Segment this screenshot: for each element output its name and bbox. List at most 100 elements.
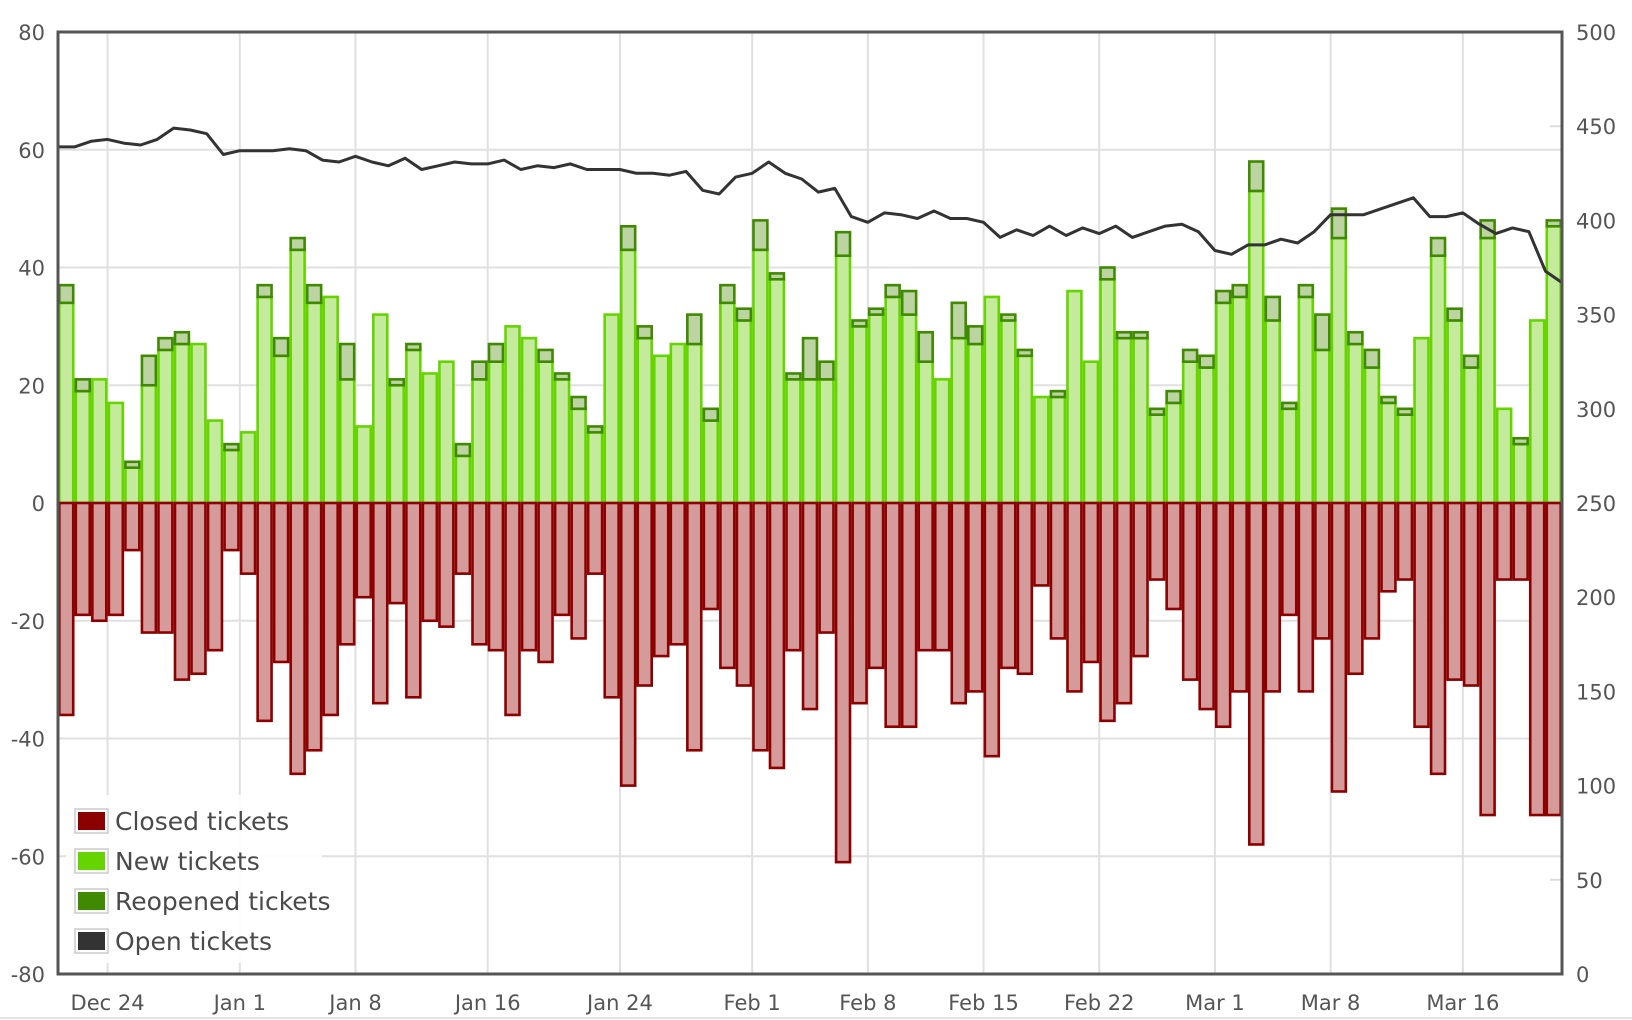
closed-tickets-bar [818, 501, 835, 634]
closed-tickets-bar [1214, 501, 1232, 729]
closed-tickets-bar [1462, 501, 1480, 687]
closed-tickets-bar [1429, 501, 1447, 776]
closed-tickets-bar [933, 501, 951, 652]
closed-tickets-bar [1115, 501, 1133, 705]
closed-tickets-bar [338, 501, 356, 646]
new-tickets-bar [1214, 301, 1232, 505]
closed-tickets-bar [1198, 501, 1215, 711]
new-tickets-bar [1512, 442, 1529, 505]
new-tickets-bar [487, 360, 505, 505]
closed-tickets-bar [702, 501, 720, 611]
closed-tickets-bar [570, 501, 587, 640]
new-tickets-bar [669, 342, 687, 505]
new-tickets-bar [834, 254, 852, 505]
closed-tickets-bar [1099, 501, 1116, 723]
reopened-tickets-bar [768, 272, 786, 281]
closed-tickets-bar [520, 501, 538, 652]
new-tickets-bar [884, 295, 901, 505]
reopened-tickets-bar [818, 360, 835, 381]
closed-tickets-bar [1330, 501, 1348, 793]
closed-tickets-bar [1033, 501, 1050, 587]
reopened-tickets-bar [405, 342, 422, 352]
y2-tick-label: 100 [1576, 775, 1616, 799]
closed-tickets-bar [785, 501, 802, 652]
x-tick-label: Mar 1 [1185, 991, 1245, 1015]
closed-tickets-bar [917, 501, 934, 652]
new-tickets-bar [322, 295, 339, 505]
new-tickets-bar [438, 360, 455, 505]
y2-tick-label: 400 [1576, 209, 1616, 233]
reopened-tickets-bar [1380, 395, 1397, 405]
y-tick-label: 60 [18, 139, 45, 163]
new-tickets-bar [686, 342, 703, 505]
new-tickets-bar [785, 378, 802, 505]
reopened-tickets-bar [57, 283, 75, 305]
reopened-tickets-bar [719, 283, 736, 305]
new-tickets-bar [1297, 295, 1315, 505]
y2-tick-label: 0 [1576, 963, 1589, 987]
reopened-tickets-bar [1148, 407, 1166, 416]
closed-tickets-bar [190, 501, 207, 676]
new-tickets-bar [719, 301, 736, 505]
reopened-tickets-bar [1330, 207, 1348, 240]
new-tickets-bar [388, 383, 406, 505]
y2-tick-label: 200 [1576, 586, 1616, 610]
reopened-tickets-bar [388, 378, 406, 387]
reopened-tickets-bar [1545, 219, 1563, 228]
reopened-tickets-bar [900, 289, 918, 316]
closed-tickets-bar [1066, 501, 1083, 693]
new-tickets-bar [239, 431, 257, 505]
new-tickets-bar [454, 454, 472, 505]
reopened-tickets-bar [1132, 330, 1149, 340]
reopened-tickets-bar [1247, 160, 1265, 193]
new-tickets-bar [867, 313, 885, 505]
closed-tickets-bar [1049, 501, 1067, 640]
closed-tickets-bar [1165, 501, 1182, 611]
reopened-tickets-bar [1165, 389, 1182, 405]
reopened-tickets-bar [884, 283, 901, 299]
x-tick-label: Mar 16 [1426, 991, 1499, 1015]
new-tickets-bar [1247, 189, 1265, 505]
legend-item-new[interactable]: New tickets [74, 847, 260, 876]
reopened-tickets-bar [305, 283, 323, 305]
reopened-tickets-bar [570, 395, 587, 411]
reopened-tickets-bar [537, 348, 554, 363]
closed-tickets-bar [438, 501, 455, 628]
new-tickets-bar [372, 313, 389, 505]
new-tickets-bar [818, 378, 835, 505]
reopened-tickets-bar [1314, 313, 1331, 352]
reopened-tickets-bar [471, 360, 488, 381]
new-tickets-bar [950, 336, 968, 505]
new-tickets-bar [471, 378, 488, 505]
legend-item-open[interactable]: Open tickets [74, 927, 272, 956]
reopened-tickets-bar [619, 224, 637, 252]
new-tickets-bar [1363, 366, 1381, 505]
closed-tickets-bar [1347, 501, 1364, 676]
x-tick-label: Feb 15 [948, 991, 1019, 1015]
reopened-tickets-bar [223, 442, 240, 452]
reopened-tickets-bar [272, 336, 290, 358]
x-tick-label: Jan 24 [585, 991, 653, 1015]
closed-tickets-bar [1446, 501, 1463, 681]
legend-item-closed[interactable]: Closed tickets [74, 807, 289, 836]
closed-tickets-bar [983, 501, 1001, 758]
y2-tick-label: 500 [1576, 21, 1616, 45]
new-tickets-bar [1115, 336, 1133, 505]
closed-tickets-bar [669, 501, 687, 646]
new-tickets-bar [206, 419, 224, 505]
closed-tickets-bar [967, 501, 984, 693]
new-tickets-bar [289, 248, 306, 505]
reopened-tickets-bar [950, 301, 968, 340]
new-tickets-bar [1165, 401, 1182, 505]
new-tickets-bar [586, 431, 604, 505]
new-tickets-bar [917, 360, 934, 505]
closed-tickets-bar [686, 501, 703, 752]
closed-tickets-bar [504, 501, 521, 717]
closed-tickets-bar [1000, 501, 1017, 670]
closed-tickets-bar [1264, 501, 1282, 693]
reopened-tickets-bar [1099, 266, 1116, 281]
closed-tickets-bar [1413, 501, 1430, 729]
reopened-tickets-bar [686, 313, 703, 346]
legend-item-reopened[interactable]: Reopened tickets [74, 887, 331, 916]
reopened-tickets-bar [801, 336, 819, 381]
